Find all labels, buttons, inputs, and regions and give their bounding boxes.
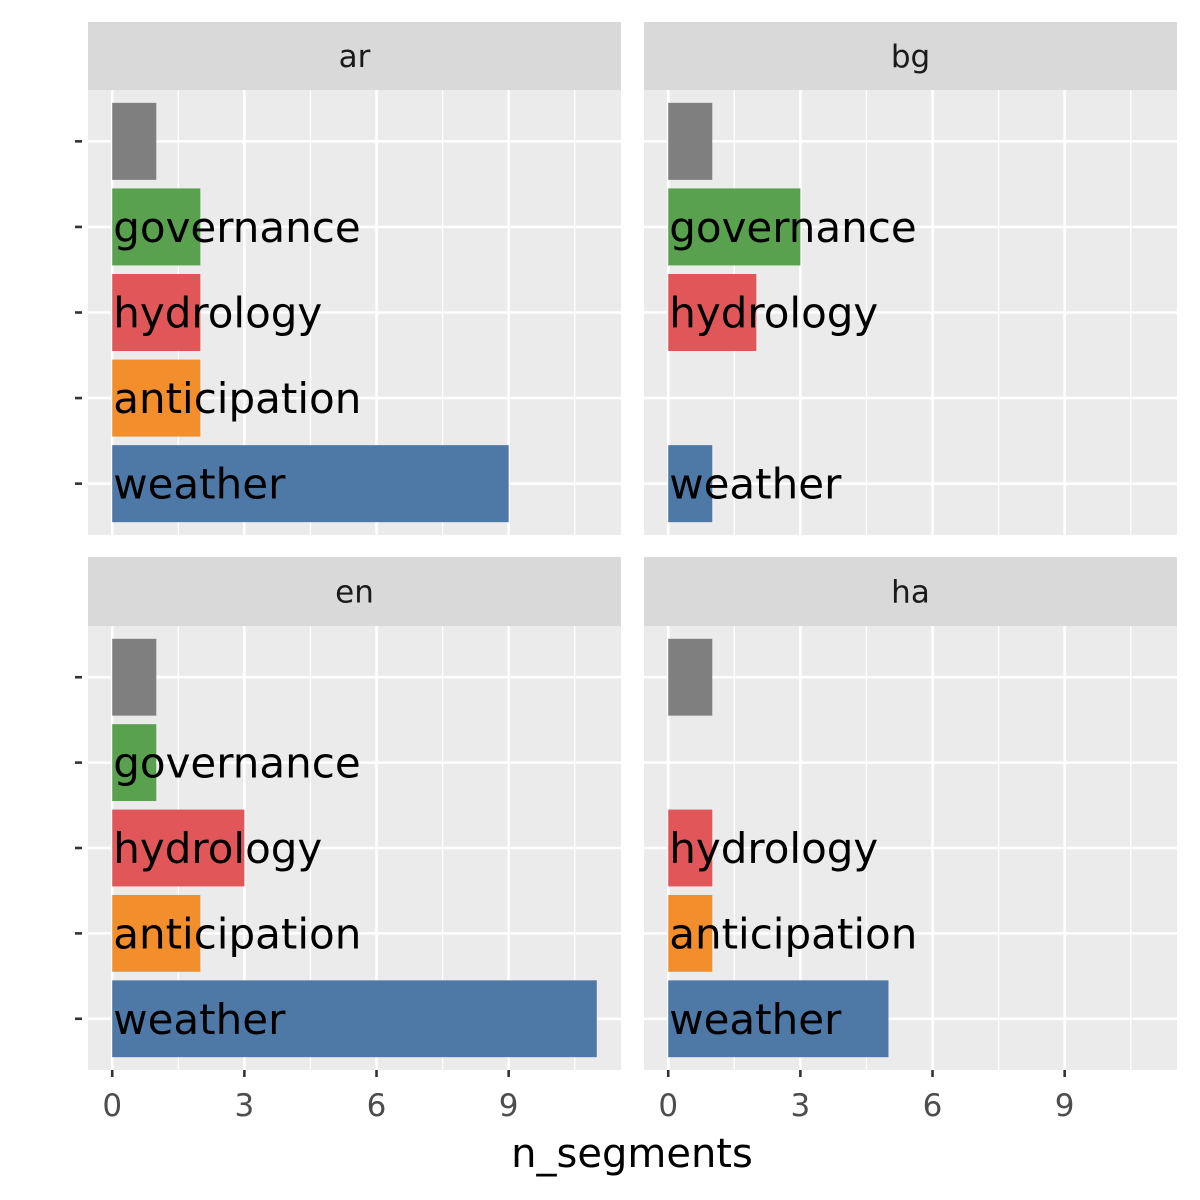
bar-weather xyxy=(112,980,597,1058)
facet-panel-bg: bg governance hydrology weather xyxy=(644,22,1177,535)
facet-strip-label: ar xyxy=(339,39,371,75)
bar-hydrology xyxy=(112,273,201,352)
bar-unlabeled xyxy=(668,102,713,180)
bar-label-governance: governance xyxy=(669,203,917,252)
bar-unlabeled xyxy=(112,102,157,180)
bar-governance xyxy=(112,188,201,266)
bar-governance xyxy=(668,188,801,266)
bar-label-hydrology: hydrology xyxy=(669,824,878,873)
bar-label-hydrology: hydrology xyxy=(669,289,878,338)
bar-label-anticipation: anticipation xyxy=(113,374,361,423)
bar-label-hydrology: hydrology xyxy=(113,289,322,338)
x-tick-label: 3 xyxy=(791,1088,811,1124)
bar-label-governance: governance xyxy=(113,203,361,252)
bar-anticipation xyxy=(112,359,201,437)
bar-label-anticipation: anticipation xyxy=(669,909,917,958)
facet-strip-label: ha xyxy=(891,575,930,611)
bar-label-weather: weather xyxy=(669,995,842,1044)
facet-strip-label: en xyxy=(335,575,374,611)
x-tick-label: 9 xyxy=(1055,1088,1075,1124)
facet-panel-ha: ha hydrology anticipation weather xyxy=(644,557,1177,1070)
bar-label-weather: weather xyxy=(669,460,842,509)
bar-weather xyxy=(668,445,713,523)
bar-label-anticipation: anticipation xyxy=(113,909,361,958)
facet-panel-en: en governance hydrology anticipation weather xyxy=(88,557,621,1070)
bar-unlabeled xyxy=(112,638,157,716)
facet-strip xyxy=(644,557,1177,626)
bar-weather xyxy=(668,980,889,1058)
bar-hydrology xyxy=(668,809,713,887)
x-tick-label: 3 xyxy=(235,1088,255,1124)
facet-strip xyxy=(644,22,1177,90)
bar-label-hydrology: hydrology xyxy=(113,824,322,873)
bar-governance xyxy=(112,724,157,802)
x-tick-label: 9 xyxy=(499,1088,519,1124)
y-ticks-layer: 0 3 6 9 0 3 6 9 xyxy=(75,140,1075,1124)
bar-hydrology xyxy=(112,809,245,887)
panels-layer: ar governance hydrology anticipation weather… xyxy=(88,22,1177,1070)
x-tick-label: 6 xyxy=(367,1088,387,1124)
facet-strip-label: bg xyxy=(891,39,930,75)
x-tick-label: 0 xyxy=(102,1088,122,1124)
facet-strip xyxy=(88,22,621,90)
bar-anticipation xyxy=(668,894,713,972)
facet-panel-ar: ar governance hydrology anticipation weather xyxy=(88,22,621,535)
bar-label-weather: weather xyxy=(113,460,286,509)
bar-anticipation xyxy=(112,894,201,972)
x-tick-label: 0 xyxy=(658,1088,678,1124)
bar-unlabeled xyxy=(668,638,713,716)
x-tick-label: 6 xyxy=(923,1088,943,1124)
bar-label-governance: governance xyxy=(113,739,361,788)
facet-strip xyxy=(88,557,621,626)
x-axis-title: n_segments xyxy=(511,1131,753,1177)
bar-label-weather: weather xyxy=(113,995,286,1044)
bar-hydrology xyxy=(668,273,757,352)
bar-weather xyxy=(112,445,509,523)
